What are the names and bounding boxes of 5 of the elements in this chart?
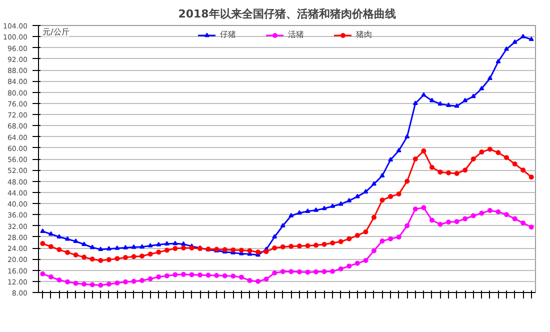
chart-title: 2018年以来全国仔猪、活猪和猪肉价格曲线 — [178, 8, 396, 20]
legend-label: 猪肉 — [356, 29, 373, 40]
legend-label: 活猪 — [288, 29, 305, 40]
legend-label: 仔猪 — [220, 29, 237, 40]
y-axis-title: 元/公斤 — [42, 28, 70, 36]
